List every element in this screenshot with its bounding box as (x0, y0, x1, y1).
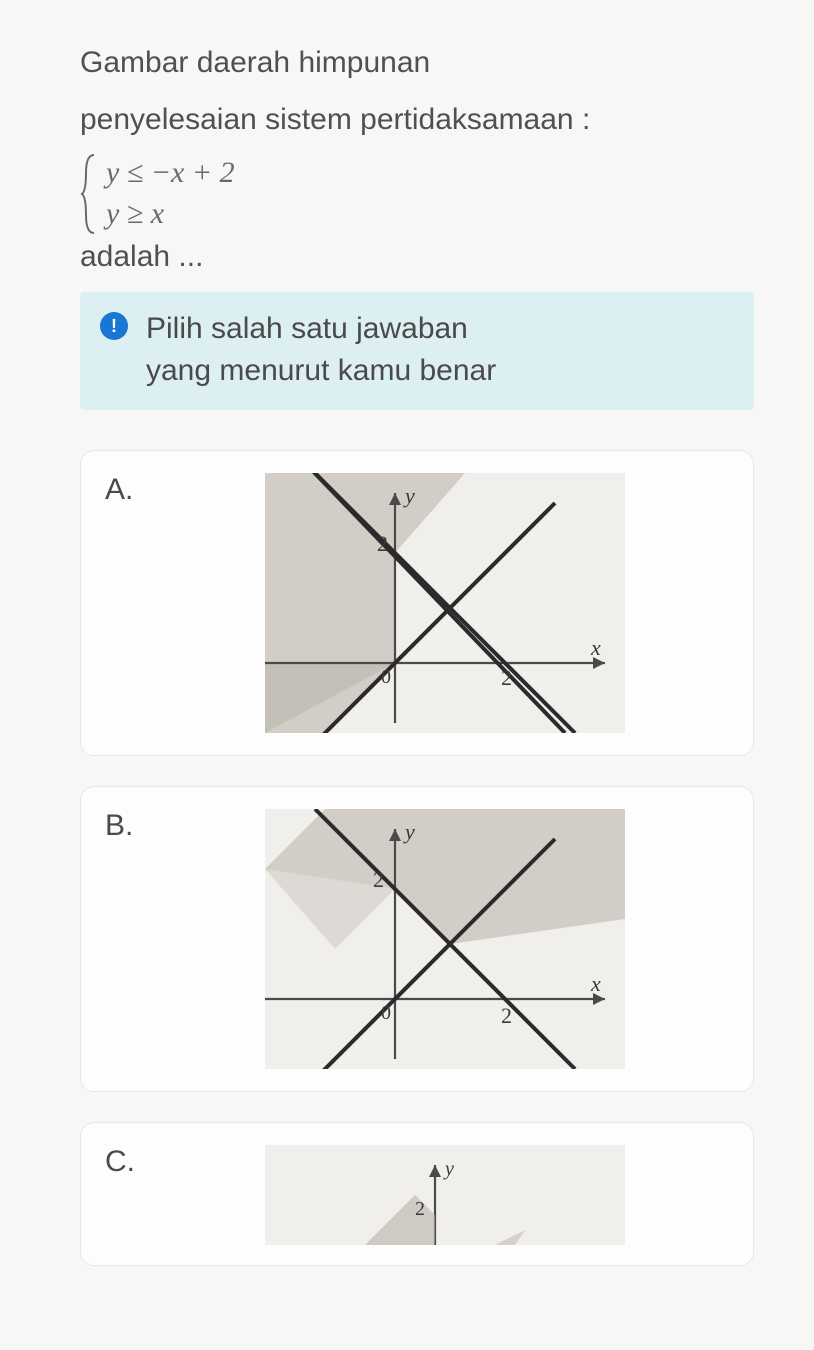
option-A-graph-wrap: 2 2 0 x y (161, 473, 729, 733)
svg-text:0: 0 (381, 666, 391, 688)
svg-text:y: y (443, 1158, 454, 1180)
option-C-label: C. (105, 1145, 141, 1179)
svg-text:2: 2 (415, 1198, 425, 1220)
inequality-2: y ≥ x (106, 194, 754, 235)
svg-text:2: 2 (501, 665, 512, 690)
question-line-1: Gambar daerah himpunan (80, 40, 754, 87)
option-C-graph: 2 y (265, 1145, 625, 1245)
option-B-graph: 2 2 0 x y (265, 809, 625, 1069)
svg-text:2: 2 (501, 1003, 512, 1028)
option-C[interactable]: C. 2 y (80, 1122, 754, 1266)
hint-line-2: yang menurut kamu benar (146, 350, 496, 392)
hint-box: ! Pilih salah satu jawaban yang menurut … (80, 292, 754, 410)
option-B[interactable]: B. 2 2 (80, 786, 754, 1092)
svg-text:x: x (590, 971, 601, 996)
option-A[interactable]: A. (80, 450, 754, 756)
hint-text: Pilih salah satu jawaban yang menurut ka… (146, 308, 496, 392)
svg-text:x: x (590, 635, 601, 660)
svg-text:2: 2 (373, 867, 384, 892)
brace-icon (80, 153, 100, 235)
info-icon: ! (100, 312, 128, 340)
question-page: Gambar daerah himpunan penyelesaian sist… (0, 0, 814, 1266)
option-C-graph-wrap: 2 y (161, 1145, 729, 1245)
svg-text:y: y (403, 819, 415, 844)
option-A-label: A. (105, 473, 141, 507)
svg-text:y: y (403, 483, 415, 508)
svg-text:2: 2 (377, 531, 388, 556)
inequality-1: y ≤ −x + 2 (106, 153, 754, 194)
adalah-text: adalah ... (80, 240, 754, 274)
option-A-graph: 2 2 0 x y (265, 473, 625, 733)
svg-text:0: 0 (381, 1002, 391, 1024)
option-B-graph-wrap: 2 2 0 x y (161, 809, 729, 1069)
inequality-system: y ≤ −x + 2 y ≥ x (80, 153, 754, 234)
option-B-label: B. (105, 809, 141, 843)
hint-line-1: Pilih salah satu jawaban (146, 308, 496, 350)
question-line-2: penyelesaian sistem pertidaksamaan : (80, 97, 754, 144)
